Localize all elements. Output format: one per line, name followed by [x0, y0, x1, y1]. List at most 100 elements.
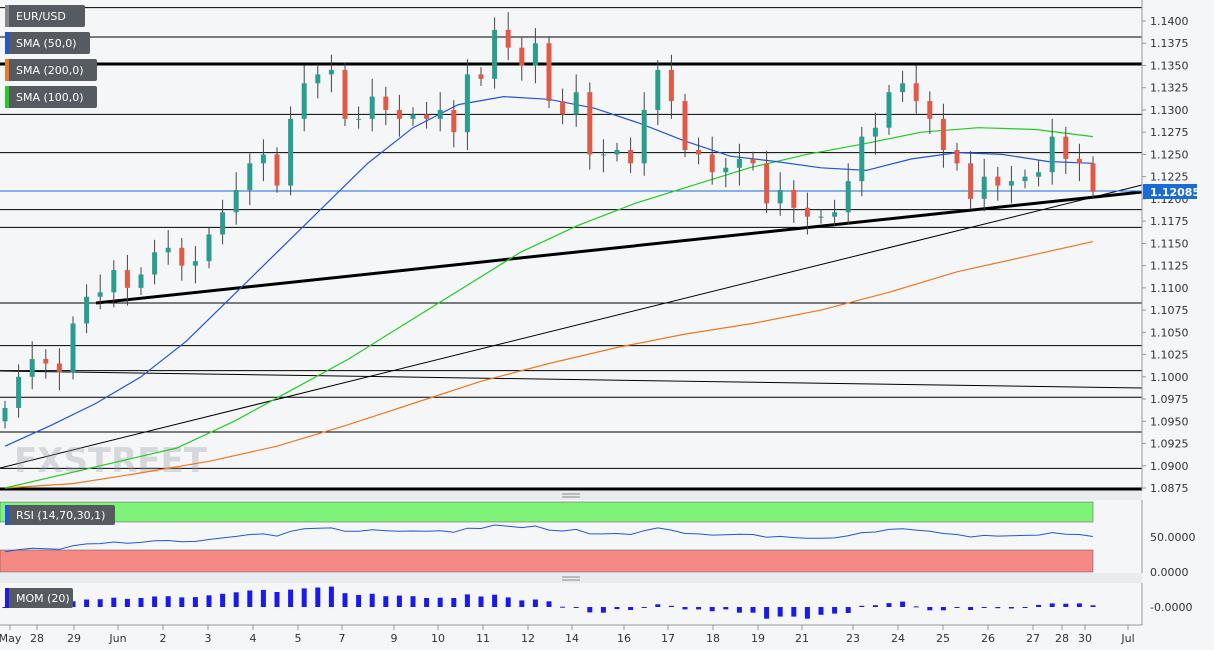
legend-sma100-label: SMA (100,0) — [16, 91, 84, 104]
candle-body-69 — [940, 118, 946, 150]
candle-26 — [356, 106, 362, 129]
mom-bar-36 — [492, 594, 498, 607]
mom-bar-48 — [655, 604, 661, 607]
candle-27 — [369, 78, 375, 132]
mom-bar-66 — [900, 601, 906, 607]
pane-splitter-1[interactable] — [0, 491, 1142, 500]
candle-6 — [84, 284, 90, 334]
candle-body-7 — [97, 292, 103, 297]
candle-body-19 — [260, 154, 266, 164]
mom-bar-38 — [519, 600, 525, 607]
candle-body-61 — [832, 212, 838, 217]
candle-body-55 — [750, 158, 756, 164]
price-tick-label-11: 1.1125 — [1150, 260, 1189, 273]
candle-33 — [451, 100, 457, 148]
candle-63 — [859, 126, 865, 197]
candle-69 — [940, 103, 946, 168]
candle-59 — [804, 192, 810, 235]
candle-body-29 — [396, 109, 402, 119]
candle-body-3 — [43, 359, 49, 364]
candle-72 — [981, 158, 987, 212]
candle-body-66 — [900, 83, 906, 93]
time-tick-label-23: 27 — [1026, 632, 1040, 645]
mom-bar-75 — [1022, 607, 1028, 608]
mom-bar-58 — [791, 607, 797, 617]
candle-body-51 — [696, 149, 702, 155]
legend-sma50[interactable]: SMA (50,0) — [5, 32, 90, 54]
time-tick-label-7: 5 — [295, 632, 302, 645]
candle-body-75 — [1022, 176, 1028, 182]
mom-bar-23 — [315, 587, 321, 607]
mom-bar-27 — [369, 593, 375, 607]
legend-instrument[interactable]: EUR/USD — [5, 5, 85, 27]
legend-sma100[interactable]: SMA (100,0) — [5, 86, 97, 108]
candle-44 — [600, 139, 606, 173]
candle-body-49 — [668, 69, 674, 102]
rsi-tick-50: 50.0000 — [1150, 531, 1196, 544]
candle-3 — [43, 349, 49, 379]
price-axis-ticks: 1.1400 1.1375 1.1350 1.1325 1.1300 1.1275 1.12… — [1142, 15, 1189, 495]
legend-sma200-label: SMA (200,0) — [16, 64, 84, 77]
candle-78 — [1063, 126, 1069, 174]
legend-instrument-label: EUR/USD — [16, 10, 66, 23]
candle-9 — [124, 254, 130, 306]
candle-1 — [16, 364, 22, 418]
candle-body-47 — [641, 109, 647, 164]
candle-body-20 — [274, 154, 280, 186]
time-tick-label-5: 3 — [205, 632, 212, 645]
candle-12 — [165, 230, 171, 265]
candle-62 — [845, 163, 851, 225]
candle-51 — [696, 137, 702, 165]
candle-body-58 — [791, 190, 797, 208]
mom-bar-73 — [995, 607, 1001, 609]
candle-16 — [220, 199, 226, 245]
candle-body-60 — [818, 216, 824, 218]
candle-48 — [655, 60, 661, 126]
candle-29 — [396, 94, 402, 137]
candle-30 — [410, 107, 416, 126]
candle-23 — [315, 64, 321, 99]
candle-body-34 — [464, 74, 470, 133]
mom-bar-54 — [736, 607, 742, 613]
candle-34 — [464, 59, 470, 150]
legend-mom[interactable]: MOM (20) — [5, 588, 73, 608]
price-tick-label-18: 1.0950 — [1150, 415, 1189, 428]
candle-39 — [532, 28, 538, 84]
candle-body-78 — [1063, 136, 1069, 159]
last-price-label: 1.12085 — [1150, 186, 1200, 199]
candle-body-70 — [954, 149, 960, 164]
pane-splitter-2[interactable] — [0, 573, 1142, 583]
candle-53 — [723, 157, 729, 188]
candle-body-35 — [478, 74, 484, 79]
price-tick-label-4: 1.1300 — [1150, 104, 1189, 117]
candle-body-76 — [1036, 172, 1042, 177]
rsi-tick-0: 0.0000 — [1150, 566, 1189, 579]
candle-body-46 — [628, 149, 634, 164]
time-tick-label-0: May — [0, 632, 22, 645]
price-tick-label-16: 1.1000 — [1150, 371, 1189, 384]
candle-2 — [29, 341, 35, 390]
candle-body-18 — [247, 163, 253, 191]
candle-56 — [764, 150, 770, 214]
sma-200-line — [4, 241, 1094, 489]
candle-body-50 — [682, 101, 688, 150]
candle-body-59 — [804, 207, 810, 217]
time-tick-label-6: 4 — [250, 632, 257, 645]
candle-body-21 — [288, 118, 294, 186]
legend-rsi[interactable]: RSI (14,70,30,1) — [5, 505, 115, 525]
mom-bar-19 — [260, 589, 266, 607]
candle-body-62 — [845, 181, 851, 213]
candle-body-57 — [777, 190, 783, 204]
candle-8 — [111, 260, 117, 308]
candle-38 — [519, 37, 525, 81]
mom-bar-41 — [560, 606, 566, 608]
legend-sma200[interactable]: SMA (200,0) — [5, 59, 97, 81]
mom-bar-8 — [111, 597, 117, 607]
mom-bar-24 — [328, 586, 334, 607]
time-tick-label-1: 28 — [30, 632, 44, 645]
price-tick-label-15: 1.1025 — [1150, 349, 1189, 362]
mom-bar-6 — [84, 599, 90, 607]
candle-body-24 — [328, 69, 334, 75]
candle-25 — [342, 62, 348, 126]
